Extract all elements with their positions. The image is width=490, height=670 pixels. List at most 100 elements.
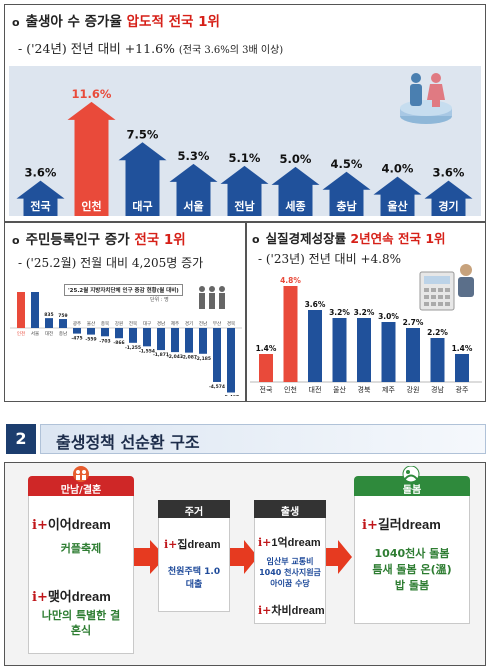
growth-bar bbox=[430, 338, 445, 382]
population-category-label: 인천 bbox=[17, 330, 25, 337]
marriage-item2: i+맺어dream bbox=[32, 586, 111, 605]
population-value-label: 835 bbox=[44, 312, 53, 318]
marriage-item1-name: 이어dream bbox=[47, 517, 111, 532]
bar-value-label: 4.0% bbox=[382, 162, 414, 176]
population-category-label: 경남 bbox=[157, 320, 165, 327]
population-value-label: -1,255 bbox=[125, 345, 141, 351]
population-bar bbox=[73, 328, 81, 334]
population-value-label: -559 bbox=[85, 337, 96, 343]
growth-value-label: 3.0% bbox=[378, 312, 399, 321]
heading-text: 출생아 수 증가율 bbox=[25, 14, 127, 30]
population-category-label: 대전 bbox=[45, 330, 53, 337]
growth-value-label: 1.4% bbox=[452, 344, 473, 353]
growth-value-label: 3.2% bbox=[329, 308, 350, 317]
birth-item2: i+차비dream bbox=[258, 602, 325, 618]
growth-value-label: 2.7% bbox=[403, 318, 424, 327]
birth-box-title: 출생 bbox=[280, 507, 300, 518]
birth-box bbox=[254, 508, 326, 624]
arrow-icon bbox=[132, 540, 166, 574]
brand-prefix: i+ bbox=[362, 518, 378, 533]
brand-prefix: i+ bbox=[258, 604, 272, 617]
population-panel bbox=[4, 222, 246, 402]
bar-category-label: 울산 bbox=[387, 199, 407, 213]
bar-arrow bbox=[220, 165, 269, 216]
bar-value-label: 5.3% bbox=[178, 149, 210, 163]
population-value-label: -2,185 bbox=[195, 356, 211, 362]
population-category-label: 광주 bbox=[73, 320, 81, 327]
population-bar bbox=[227, 328, 235, 393]
heading-highlight: 2년연속 전국 1위 bbox=[350, 231, 446, 246]
brand-prefix: i+ bbox=[32, 518, 48, 533]
bar-arrow bbox=[118, 142, 167, 216]
population-value-label: -5,467 bbox=[223, 395, 239, 396]
growth-value-label: 2.2% bbox=[427, 328, 448, 337]
growth-category-label: 대전 bbox=[309, 385, 322, 394]
growth-bar bbox=[406, 328, 420, 382]
bar-arrow bbox=[16, 180, 65, 216]
population-chart-title: '25.2월 지방자치단체 인구 증감 현황(월 대비) bbox=[64, 284, 183, 296]
population-category-label: 충남 bbox=[59, 330, 67, 337]
marriage-box bbox=[28, 484, 134, 654]
birth-rate-heading: o 출생아 수 증가율 압도적 전국 1위 bbox=[12, 10, 220, 30]
heading-text: 주민등록인구 증가 bbox=[25, 232, 135, 248]
birth-item1-desc: 임산부 교통비 1040 천사지원금 아이꿈 수당 bbox=[259, 557, 321, 588]
bar-value-label: 3.6% bbox=[433, 166, 465, 180]
growth-bar bbox=[308, 310, 322, 382]
bar-category-label: 세종 bbox=[285, 199, 305, 213]
growth-value-label: 4.8% bbox=[280, 276, 301, 285]
growth-value-label: 3.2% bbox=[354, 308, 375, 317]
population-bar bbox=[59, 319, 67, 328]
family-icon bbox=[400, 73, 452, 124]
population-value-label: -703 bbox=[99, 338, 110, 344]
bar-value-label: 11.6% bbox=[72, 87, 112, 101]
bar-arrow bbox=[322, 171, 371, 216]
marriage-item2-desc: 나만의 특별한 결혼식 bbox=[41, 609, 121, 637]
housing-item1-name: 집dream bbox=[177, 539, 221, 551]
brand-prefix: i+ bbox=[164, 538, 178, 551]
birth-item1-name: 1억dream bbox=[271, 537, 321, 549]
bar-arrow bbox=[373, 176, 422, 216]
population-bar bbox=[17, 292, 25, 328]
marriage-box-header bbox=[28, 476, 134, 496]
people-icon bbox=[199, 286, 225, 309]
population-category-label: 제주 bbox=[171, 320, 179, 327]
growth-category-label: 울산 bbox=[333, 385, 346, 394]
bar-value-label: 3.6% bbox=[25, 166, 57, 180]
population-bar bbox=[157, 328, 165, 351]
bar-category-label: 대구 bbox=[132, 199, 152, 213]
growth-bar bbox=[259, 354, 273, 382]
population-value-label: -1,871 bbox=[153, 352, 169, 358]
care-box-title: 돌봄 bbox=[402, 485, 422, 496]
population-category-label: 충북 bbox=[101, 320, 109, 327]
housing-box-header bbox=[158, 500, 230, 518]
growth-category-label: 경남 bbox=[431, 385, 444, 394]
bar-arrow bbox=[169, 163, 218, 216]
bar-arrow bbox=[271, 166, 320, 216]
housing-item1: i+집dream bbox=[164, 536, 221, 552]
care-box bbox=[354, 484, 470, 624]
bullet-icon: o bbox=[12, 16, 20, 29]
population-category-label: 경북 bbox=[227, 320, 235, 327]
housing-box bbox=[158, 508, 230, 612]
bar-category-label: 서울 bbox=[183, 199, 203, 213]
brand-prefix: i+ bbox=[258, 536, 272, 549]
population-category-label: 강원 bbox=[115, 320, 123, 327]
bar-category-label: 전국 bbox=[30, 199, 50, 213]
population-value-label: -2,087 bbox=[181, 355, 197, 361]
sub-note: (전국 3.6%의 3배 이상) bbox=[178, 45, 284, 56]
growth-category-label: 제주 bbox=[382, 386, 395, 394]
population-category-label: 부산 bbox=[213, 320, 221, 327]
bullet-icon: o bbox=[252, 233, 260, 246]
bar-value-label: 7.5% bbox=[127, 127, 159, 141]
growth-value-label: 1.4% bbox=[256, 344, 277, 353]
marriage-item1: i+이어dream bbox=[32, 514, 111, 533]
growth-subtext: - ('23년) 전년 대비 +4.8% bbox=[258, 252, 401, 266]
population-value-label: 759 bbox=[58, 313, 67, 319]
growth-value-label: 3.6% bbox=[305, 300, 326, 309]
population-bar bbox=[199, 328, 207, 354]
brand-prefix: i+ bbox=[32, 590, 48, 605]
care-item1-name: 길러dream bbox=[377, 517, 441, 532]
marriage-item2-name: 맺어dream bbox=[47, 589, 111, 604]
growth-category-label: 광주 bbox=[456, 386, 469, 394]
